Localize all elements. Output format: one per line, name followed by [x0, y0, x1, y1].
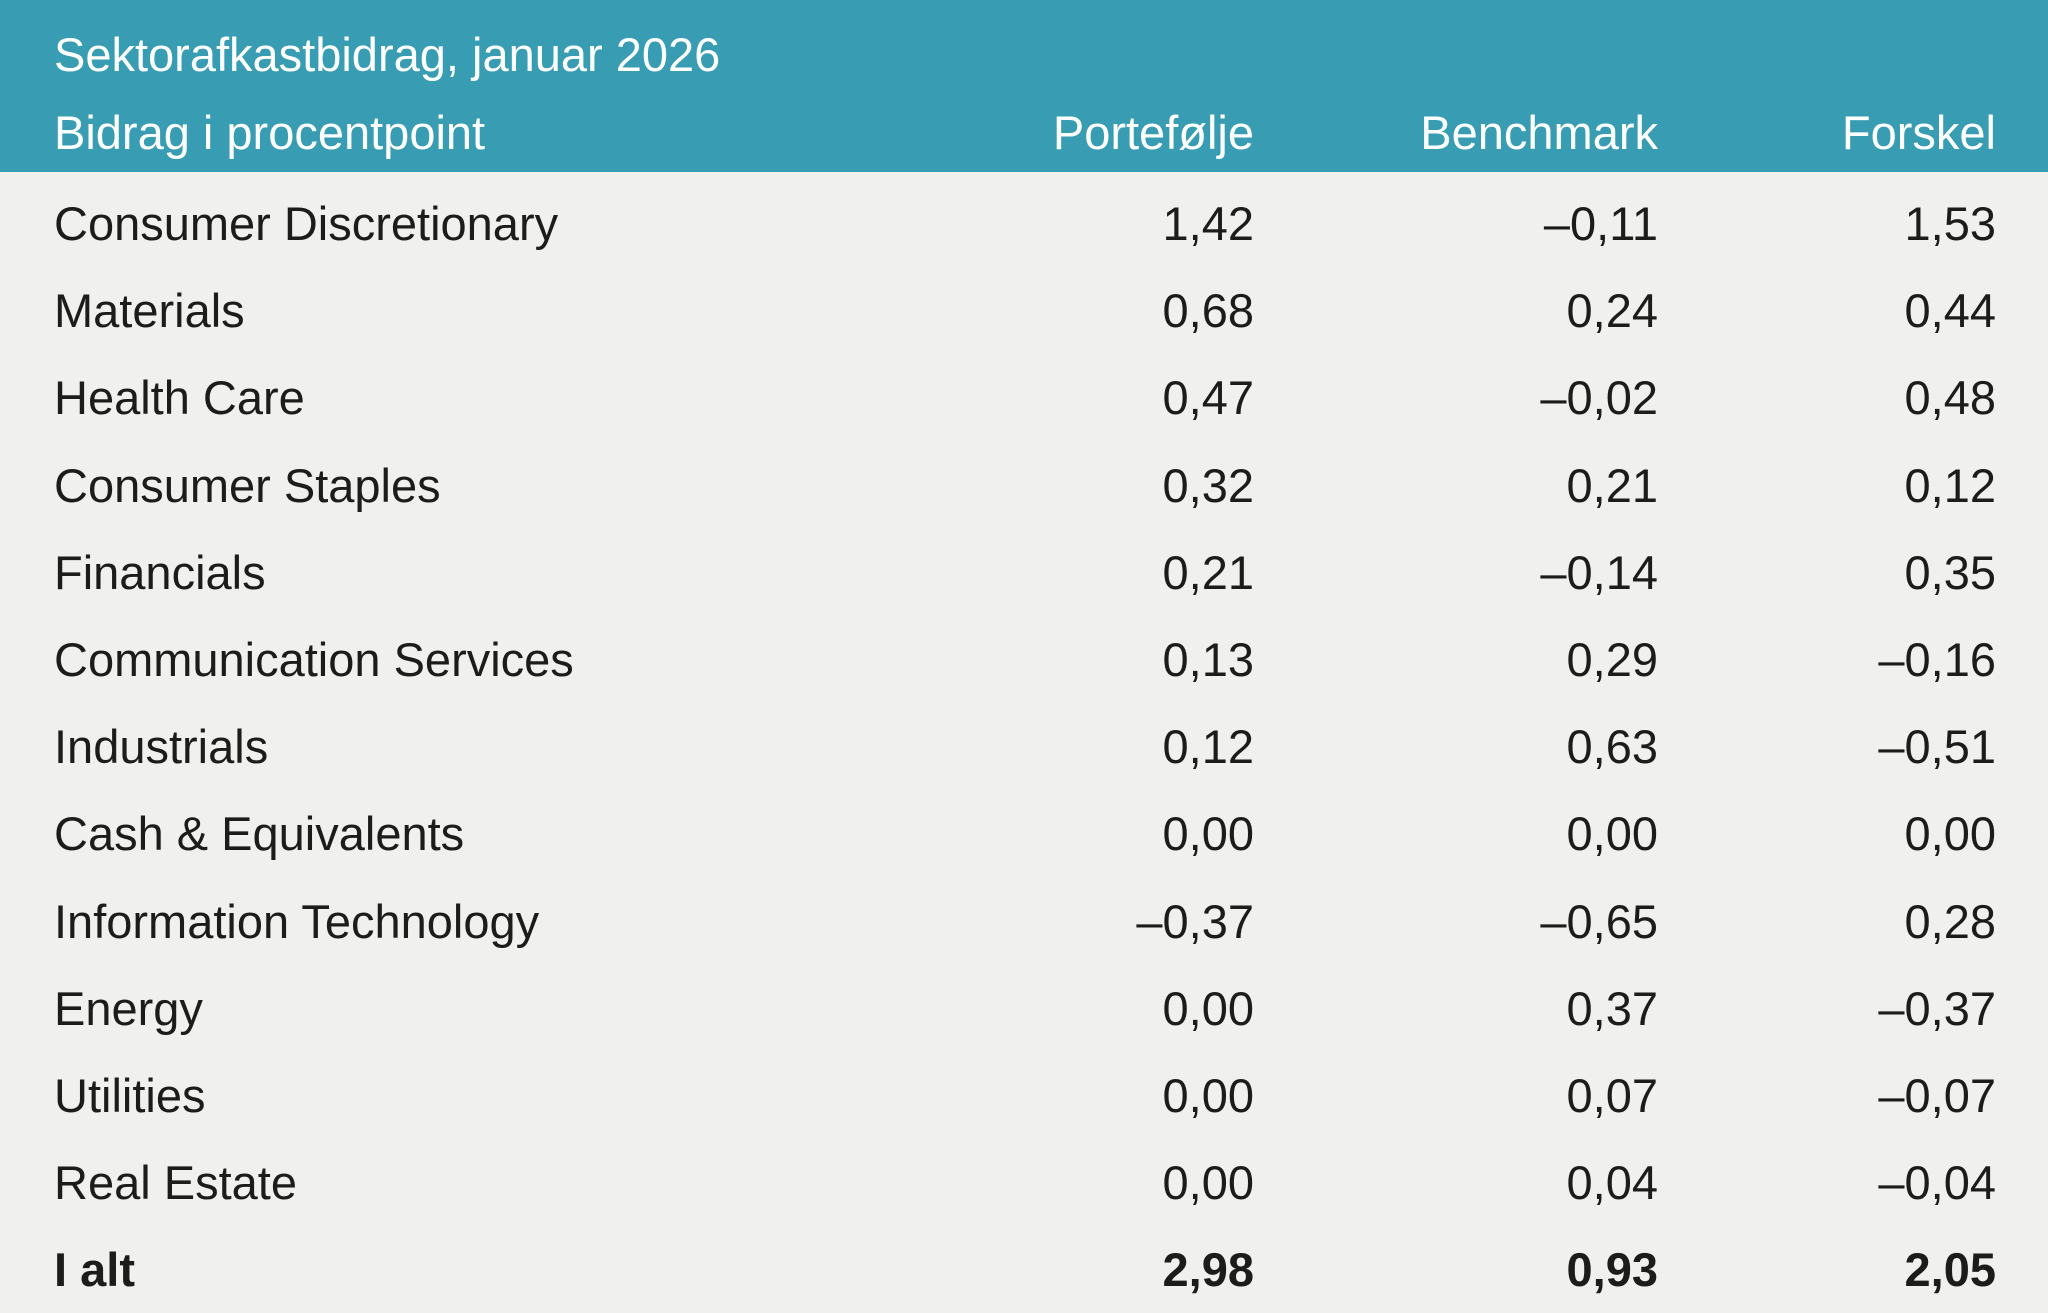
- sector-name-cell: Materials: [54, 284, 245, 338]
- sector-name-cell: Industrials: [54, 720, 269, 774]
- difference-value-cell: –0,37: [1878, 981, 1996, 1035]
- column-header-row: Bidrag i procentpoint Portefølje Benchma…: [54, 92, 1996, 172]
- benchmark-value-cell: 0,04: [1566, 1156, 1658, 1210]
- benchmark-value-cell: 0,07: [1566, 1068, 1658, 1122]
- portfolio-value-cell: 0,13: [1162, 633, 1254, 687]
- table-row: Information Technology –0,37 –0,65 0,28: [54, 878, 1996, 965]
- portfolio-value-cell: 0,47: [1162, 371, 1254, 425]
- column-header-benchmark: Benchmark: [1420, 105, 1658, 159]
- total-label-cell: I alt: [54, 1243, 135, 1297]
- sector-name-cell: Energy: [54, 981, 203, 1035]
- difference-value-cell: 0,12: [1904, 458, 1996, 512]
- table-title: Sektorafkastbidrag, januar 2026: [54, 28, 721, 81]
- sector-name-cell: Communication Services: [54, 633, 574, 687]
- portfolio-value-cell: 2,98: [1162, 1243, 1254, 1297]
- portfolio-value-cell: 0,00: [1162, 807, 1254, 861]
- table-row: Consumer Staples 0,32 0,21 0,12: [54, 442, 1996, 529]
- sector-name-cell: Information Technology: [54, 894, 540, 948]
- table-title-row: Sektorafkastbidrag, januar 2026: [54, 0, 1996, 92]
- benchmark-value-cell: 0,00: [1566, 807, 1658, 861]
- difference-value-cell: –0,07: [1878, 1068, 1996, 1122]
- portfolio-value-cell: 0,00: [1162, 1156, 1254, 1210]
- sector-name-cell: Consumer Staples: [54, 458, 441, 512]
- portfolio-value-cell: 0,00: [1162, 981, 1254, 1035]
- sector-name-cell: Health Care: [54, 371, 305, 425]
- sector-name-cell: Consumer Discretionary: [54, 197, 559, 251]
- table-row: Industrials 0,12 0,63 –0,51: [54, 703, 1996, 790]
- benchmark-value-cell: 0,63: [1566, 720, 1658, 774]
- table-body: Consumer Discretionary 1,42 –0,11 1,53 M…: [0, 172, 2048, 1313]
- column-header-difference: Forskel: [1841, 105, 1996, 159]
- table-row: Cash & Equivalents 0,00 0,00 0,00: [54, 790, 1996, 877]
- benchmark-value-cell: –0,65: [1540, 894, 1658, 948]
- difference-value-cell: –0,16: [1878, 633, 1996, 687]
- table-row: Real Estate 0,00 0,04 –0,04: [54, 1139, 1996, 1226]
- portfolio-value-cell: –0,37: [1136, 894, 1254, 948]
- table-header: Sektorafkastbidrag, januar 2026 Bidrag i…: [0, 0, 2048, 172]
- difference-value-cell: 0,28: [1904, 894, 1996, 948]
- table-row: Materials 0,68 0,24 0,44: [54, 267, 1996, 354]
- portfolio-value-cell: 0,68: [1162, 284, 1254, 338]
- sector-name-cell: Real Estate: [54, 1156, 297, 1210]
- benchmark-value-cell: 0,37: [1566, 981, 1658, 1035]
- benchmark-value-cell: –0,14: [1540, 545, 1658, 599]
- difference-value-cell: –0,04: [1878, 1156, 1996, 1210]
- table-row: Communication Services 0,13 0,29 –0,16: [54, 616, 1996, 703]
- portfolio-value-cell: 0,00: [1162, 1068, 1254, 1122]
- difference-value-cell: 0,00: [1904, 807, 1996, 861]
- sector-name-cell: Utilities: [54, 1068, 206, 1122]
- sector-name-cell: Cash & Equivalents: [54, 807, 465, 861]
- sector-name-cell: Financials: [54, 545, 266, 599]
- table-row: Health Care 0,47 –0,02 0,48: [54, 354, 1996, 441]
- benchmark-value-cell: 0,29: [1566, 633, 1658, 687]
- benchmark-value-cell: 0,93: [1566, 1243, 1658, 1297]
- difference-value-cell: 1,53: [1904, 197, 1996, 251]
- table-row: Financials 0,21 –0,14 0,35: [54, 529, 1996, 616]
- benchmark-value-cell: 0,21: [1566, 458, 1658, 512]
- benchmark-value-cell: –0,02: [1540, 371, 1658, 425]
- portfolio-value-cell: 0,12: [1162, 720, 1254, 774]
- table-row: Energy 0,00 0,37 –0,37: [54, 965, 1996, 1052]
- difference-value-cell: 0,44: [1904, 284, 1996, 338]
- difference-value-cell: 0,48: [1904, 371, 1996, 425]
- total-row: I alt 2,98 0,93 2,05: [54, 1226, 1996, 1313]
- difference-value-cell: 0,35: [1904, 545, 1996, 599]
- benchmark-value-cell: –0,11: [1543, 197, 1658, 251]
- table-row: Utilities 0,00 0,07 –0,07: [54, 1052, 1996, 1139]
- table-row: Consumer Discretionary 1,42 –0,11 1,53: [54, 180, 1996, 267]
- column-header-contribution-unit: Bidrag i procentpoint: [54, 105, 486, 159]
- portfolio-value-cell: 0,21: [1162, 545, 1254, 599]
- difference-value-cell: 2,05: [1904, 1243, 1996, 1297]
- column-header-portfolio: Portefølje: [1052, 105, 1254, 159]
- benchmark-value-cell: 0,24: [1566, 284, 1658, 338]
- difference-value-cell: –0,51: [1878, 720, 1996, 774]
- portfolio-value-cell: 0,32: [1162, 458, 1254, 512]
- portfolio-value-cell: 1,42: [1162, 197, 1254, 251]
